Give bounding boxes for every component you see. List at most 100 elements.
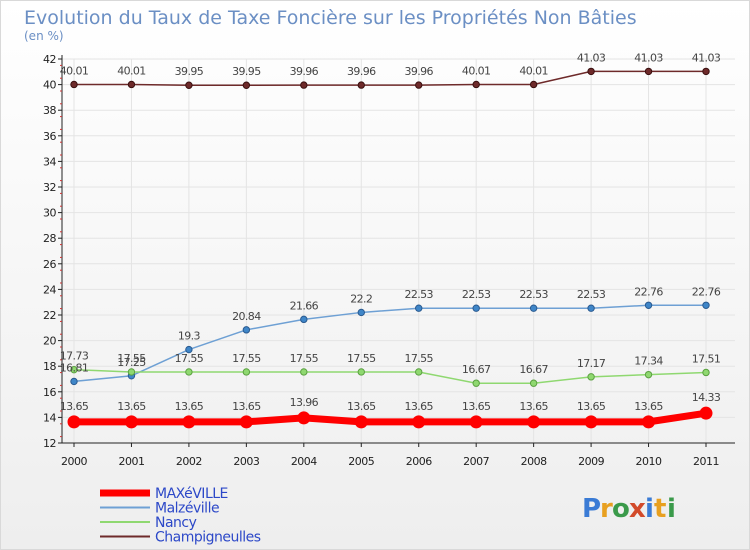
y-tick-label: 20 [43,335,56,348]
data-label-maxville: 13.65 [404,400,433,413]
data-point-malzville [300,315,308,324]
data-label-maxville: 13.65 [462,400,491,413]
data-point-maxville [527,415,541,429]
data-label-malzville: 22.53 [577,288,606,301]
chart-title: Evolution du Taux de Taxe Foncière sur l… [24,7,637,29]
x-tick-label: 2004 [291,455,317,468]
data-point-maxville [699,406,713,420]
logo-letter-o: o [612,494,630,524]
data-label-nancy: 16.67 [519,363,548,376]
data-label-nancy: 17.34 [634,355,663,368]
series-line-maxville [74,409,707,426]
x-tick-label: 2010 [636,455,662,468]
data-labels: 40.01 40.01 39.95 39.95 39.96 39.96 39.96 40.01… [60,51,722,413]
data-label-maxville: 13.96 [290,396,319,409]
data-point-nancy [357,368,365,376]
data-point-malzville [644,301,653,309]
x-ticks: 2000 2001 2002 2003 2004 2005 2006 2007 2008 2009… [61,443,720,468]
data-label-champigneulles: 39.95 [175,65,204,78]
series-line-malzville [73,304,706,383]
data-point-champigneulles [70,80,78,89]
data-point-maxville [354,415,368,429]
data-point-maxville [584,415,598,429]
data-point-maxville [67,415,81,429]
logo-letter-x: x [629,494,646,524]
data-point-champigneulles [587,67,595,76]
y-tick-label: 16 [43,386,56,399]
data-label-nancy: 17.55 [175,352,204,365]
data-label-nancy: 17.51 [692,352,721,365]
y-tick-label: 42 [43,53,56,66]
data-point-nancy [644,370,653,379]
x-tick-label: 2001 [118,455,144,468]
grid [62,58,735,444]
data-point-nancy [185,368,193,376]
data-point-champigneulles [300,81,308,89]
data-point-nancy [127,368,136,376]
data-point-malzville [70,377,78,386]
data-point-champigneulles [644,67,653,76]
data-point-champigneulles [415,81,423,89]
data-label-nancy: 17.55 [232,352,261,365]
data-point-nancy [529,379,538,387]
y-tick-label: 22 [43,309,56,322]
logo-letter-t: t [654,494,666,524]
proxiti-logo: P r o x i t i [582,494,676,524]
data-label-malzville: 22.53 [519,288,548,301]
data-label-maxville: 13.65 [175,400,204,413]
logo-letter-i2: i [667,494,676,524]
logo-letter-r: r [600,494,613,524]
data-point-maxville [239,415,253,429]
y-ticks: 12 14 16 18 20 22 24 26 28 30 32 34 36 38 40 42 [43,53,62,450]
data-label-champigneulles: 40.01 [462,64,491,77]
data-point-malzville [415,304,423,312]
data-label-champigneulles: 41.03 [634,51,663,64]
data-point-nancy [300,368,308,376]
data-label-maxville: 13.65 [117,400,146,413]
data-point-champigneulles [127,80,136,89]
data-label-champigneulles: 39.96 [347,65,376,78]
data-label-malzville: 21.66 [290,299,319,312]
data-point-champigneulles [702,67,710,76]
data-label-nancy: 17.55 [117,352,146,365]
data-point-champigneulles [472,80,480,89]
data-point-maxville [412,415,426,429]
y-tick-label: 24 [43,283,56,296]
y-tick-label: 18 [43,360,56,373]
logo-letter-i: i [645,494,654,524]
data-point-champigneulles [242,81,251,89]
data-label-nancy: 17.17 [577,357,606,370]
data-label-maxville: 13.65 [519,400,548,413]
y-tick-label: 36 [43,130,56,143]
x-tick-label: 2007 [463,455,489,468]
data-point-champigneulles [357,81,365,89]
data-label-nancy: 17.73 [60,350,89,363]
data-point-malzville [357,308,365,317]
data-label-malzville: 17.25 [117,356,146,369]
series-line-nancy [73,368,707,384]
data-label-nancy: 17.55 [290,352,319,365]
data-label-champigneulles: 39.96 [290,65,319,78]
series-line-champigneulles [74,70,706,86]
data-point-nancy [242,368,251,376]
data-label-maxville: 13.65 [634,400,663,413]
data-point-nancy [702,368,710,377]
y-tick-label: 26 [43,258,56,271]
data-point-maxville [469,415,483,429]
y-tick-label: 38 [43,104,56,117]
data-point-maxville [297,411,311,425]
y-tick-label: 28 [43,232,56,245]
legend-label: MAXéVILLE [155,486,228,502]
data-label-maxville: 13.65 [347,400,376,413]
data-point-maxville [124,415,138,429]
data-label-champigneulles: 41.03 [692,51,721,64]
data-label-nancy: 17.55 [404,352,433,365]
data-point-nancy [472,379,480,387]
x-tick-label: 2009 [578,455,604,468]
data-point-champigneulles [529,80,538,89]
data-label-maxville: 13.65 [232,400,261,413]
data-point-nancy [415,368,423,376]
x-tick-label: 2005 [348,455,374,468]
data-label-malzville: 22.76 [692,285,721,298]
